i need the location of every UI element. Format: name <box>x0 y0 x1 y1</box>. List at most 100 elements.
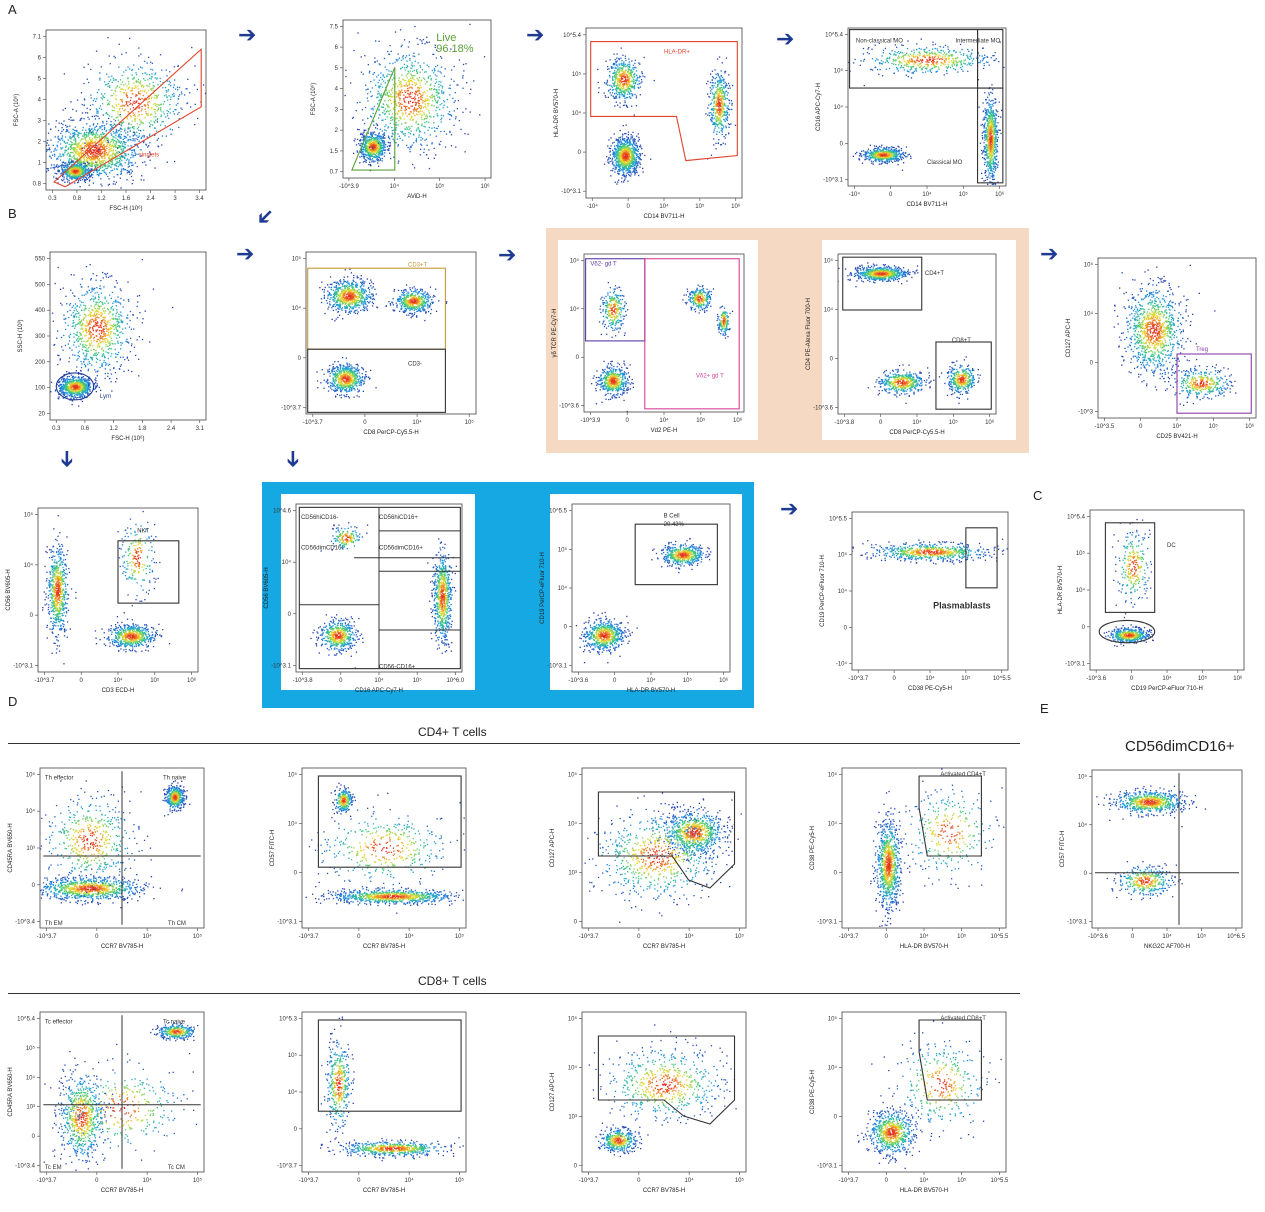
event-dot <box>374 134 375 135</box>
event-dot <box>419 90 420 91</box>
event-dot <box>411 98 412 99</box>
event-dot <box>366 162 367 163</box>
event-dot <box>176 104 177 105</box>
event-dot <box>64 141 65 142</box>
event-dot <box>435 110 436 111</box>
event-dot <box>368 146 369 147</box>
event-dot <box>110 158 111 159</box>
event-dot <box>144 104 145 105</box>
event-dot <box>384 132 385 133</box>
event-dot <box>621 141 622 142</box>
event-dot <box>80 162 81 163</box>
event-dot <box>455 116 456 117</box>
event-dot <box>391 71 392 72</box>
event-dot <box>128 154 129 155</box>
event-dot <box>381 136 382 137</box>
event-dot <box>642 171 643 172</box>
event-dot <box>451 145 452 146</box>
event-dot <box>135 152 136 153</box>
event-dot <box>111 161 112 162</box>
event-dot <box>105 84 106 85</box>
event-dot <box>118 120 119 121</box>
event-dot <box>92 135 93 136</box>
event-dot <box>368 64 369 65</box>
event-dot <box>405 92 406 93</box>
event-dot <box>156 98 157 99</box>
event-dot <box>372 95 373 96</box>
event-dot <box>385 66 386 67</box>
event-dot <box>620 157 621 158</box>
event-dot <box>411 62 412 63</box>
event-dot <box>71 179 72 180</box>
event-dot <box>617 182 618 183</box>
event-dot <box>608 157 609 158</box>
event-dot <box>121 84 122 85</box>
event-dot <box>411 147 412 148</box>
event-dot <box>95 170 96 171</box>
event-dot <box>108 162 109 163</box>
event-dot <box>170 85 171 86</box>
event-dot <box>169 81 170 82</box>
event-dot <box>459 59 460 60</box>
event-dot <box>636 161 637 162</box>
event-dot <box>103 149 104 150</box>
event-dot <box>74 130 75 131</box>
event-dot <box>614 157 615 158</box>
event-dot <box>449 119 450 120</box>
event-dot <box>115 146 116 147</box>
event-dot <box>138 79 139 80</box>
event-dot <box>123 150 124 151</box>
event-dot <box>390 118 391 119</box>
event-dot <box>448 88 449 89</box>
event-dot <box>58 141 59 142</box>
event-dot <box>130 130 131 131</box>
event-dot <box>101 185 102 186</box>
event-dot <box>178 127 179 128</box>
event-dot <box>441 103 442 104</box>
event-dot <box>128 160 129 161</box>
event-dot <box>607 146 608 147</box>
event-dot <box>422 69 423 70</box>
event-dot <box>99 161 100 162</box>
event-dot <box>419 87 420 88</box>
event-dot <box>405 69 406 70</box>
event-dot <box>83 67 84 68</box>
event-dot <box>420 85 421 86</box>
event-dot <box>385 144 386 145</box>
event-dot <box>392 116 393 117</box>
event-dot <box>426 37 427 38</box>
event-dot <box>418 97 419 98</box>
event-dot <box>404 128 405 129</box>
y-tick-label: 5 <box>335 66 339 72</box>
event-dot <box>458 100 459 101</box>
event-dot <box>166 69 167 70</box>
event-dot <box>130 162 131 163</box>
event-dot <box>168 89 169 90</box>
event-dot <box>424 118 425 119</box>
event-dot <box>86 165 87 166</box>
event-dot <box>630 153 631 154</box>
event-dot <box>424 79 425 80</box>
event-dot <box>410 74 411 75</box>
event-dot <box>370 116 371 117</box>
event-dot <box>408 46 409 47</box>
event-dot <box>376 76 377 77</box>
event-dot <box>114 143 115 144</box>
event-dot <box>623 175 624 176</box>
event-dot <box>427 145 428 146</box>
event-dot <box>378 166 379 167</box>
event-dot <box>399 99 400 100</box>
event-dot <box>155 73 156 74</box>
event-dot <box>622 170 623 171</box>
event-dot <box>115 120 116 121</box>
event-dot <box>435 74 436 75</box>
event-dot <box>101 136 102 137</box>
event-dot <box>103 140 104 141</box>
event-dot <box>396 122 397 123</box>
event-dot <box>434 96 435 97</box>
event-dot <box>99 79 100 80</box>
event-dot <box>641 81 642 82</box>
event-dot <box>135 85 136 86</box>
event-dot <box>71 169 72 170</box>
event-dot <box>417 38 418 39</box>
